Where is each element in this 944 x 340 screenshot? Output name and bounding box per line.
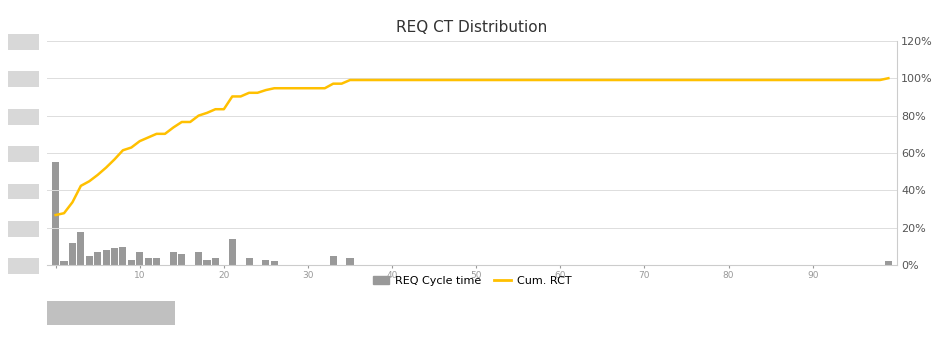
Bar — [885, 261, 892, 265]
FancyBboxPatch shape — [8, 71, 39, 87]
Bar — [110, 248, 118, 265]
Bar — [346, 258, 354, 265]
Bar — [153, 258, 160, 265]
FancyBboxPatch shape — [8, 221, 39, 237]
Title: REQ CT Distribution: REQ CT Distribution — [396, 20, 548, 35]
FancyBboxPatch shape — [8, 258, 39, 274]
Bar — [211, 258, 219, 265]
Bar — [271, 261, 278, 265]
FancyBboxPatch shape — [8, 34, 39, 50]
Bar — [60, 261, 68, 265]
Bar — [77, 232, 84, 265]
Bar — [228, 239, 236, 265]
Bar — [86, 256, 93, 265]
Bar — [170, 252, 177, 265]
Bar — [204, 260, 211, 265]
Bar — [52, 163, 59, 265]
Bar — [94, 252, 101, 265]
Legend: REQ Cycle time, Cum. RCT: REQ Cycle time, Cum. RCT — [368, 271, 576, 290]
Bar — [195, 252, 202, 265]
Bar — [119, 246, 126, 265]
FancyBboxPatch shape — [8, 184, 39, 199]
Bar — [136, 252, 143, 265]
Bar — [329, 256, 337, 265]
Bar — [127, 260, 135, 265]
Bar — [262, 260, 269, 265]
Bar — [103, 250, 110, 265]
FancyBboxPatch shape — [8, 146, 39, 162]
FancyBboxPatch shape — [8, 109, 39, 124]
Bar — [245, 258, 253, 265]
Bar — [144, 258, 152, 265]
Bar — [69, 243, 76, 265]
FancyBboxPatch shape — [47, 301, 175, 325]
Bar — [178, 254, 185, 265]
